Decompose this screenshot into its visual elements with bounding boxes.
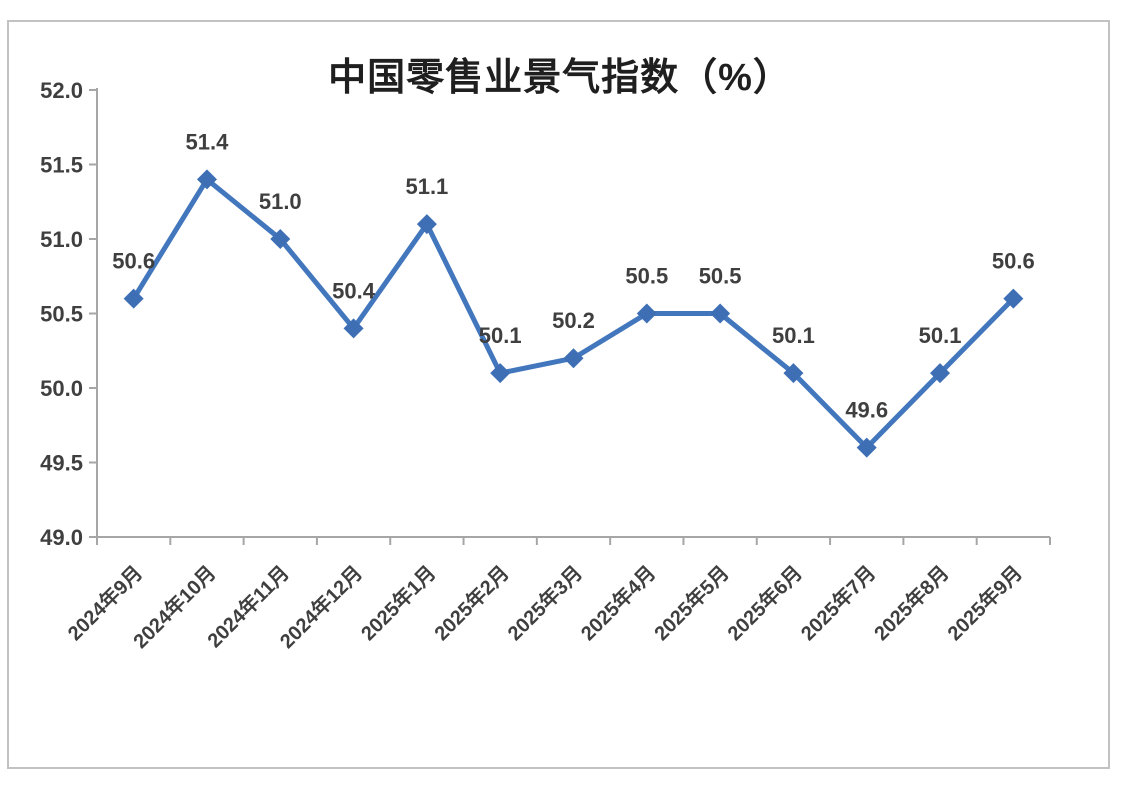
data-point-marker bbox=[563, 348, 584, 369]
x-axis-label: 2025年7月 bbox=[796, 561, 881, 646]
y-axis-tick-label: 49.5 bbox=[40, 451, 83, 476]
y-axis-tick-label: 49.0 bbox=[40, 525, 83, 550]
data-point-marker bbox=[490, 363, 511, 384]
data-point-marker bbox=[856, 437, 877, 458]
data-label: 50.1 bbox=[772, 323, 815, 348]
data-point-marker bbox=[930, 363, 951, 384]
x-axis-label: 2025年1月 bbox=[356, 561, 441, 646]
y-axis-tick-label: 51.0 bbox=[40, 227, 83, 252]
data-label: 49.6 bbox=[845, 398, 888, 423]
data-point-marker bbox=[416, 214, 437, 235]
x-axis-label: 2025年2月 bbox=[429, 561, 514, 646]
data-label: 51.4 bbox=[186, 129, 230, 154]
data-label: 50.4 bbox=[332, 278, 376, 303]
data-label: 51.1 bbox=[405, 174, 448, 199]
data-label: 50.5 bbox=[699, 264, 742, 289]
data-point-marker bbox=[1003, 288, 1024, 309]
data-point-marker bbox=[270, 229, 291, 249]
x-axis-label: 2025年5月 bbox=[649, 561, 734, 646]
data-point-marker bbox=[636, 303, 657, 324]
axes: 52.0 51.5 51.0 50.5 50.0 49.5 49.0 bbox=[40, 78, 1051, 550]
data-label: 50.6 bbox=[112, 249, 155, 274]
data-label: 50.2 bbox=[552, 308, 595, 333]
y-axis-tick-label: 51.5 bbox=[40, 153, 83, 178]
y-axis-tick-label: 50.5 bbox=[40, 302, 83, 327]
data-label: 50.1 bbox=[919, 323, 962, 348]
data-point-marker bbox=[783, 363, 804, 384]
chart-title: 中国零售业景气指数（%） bbox=[328, 57, 792, 99]
x-axis-label: 2025年4月 bbox=[576, 561, 661, 646]
series-line bbox=[123, 169, 1024, 458]
data-label: 51.0 bbox=[259, 189, 302, 214]
chart-frame bbox=[7, 20, 1110, 769]
x-axis-labels: 2024年9月2024年10月2024年11月2024年12月2025年1月20… bbox=[63, 561, 1027, 653]
data-label: 50.5 bbox=[625, 264, 668, 289]
data-labels: 50.6 51.4 51.0 50.4 51.1 50.1 50.2 50.5 50.5 50.1… bbox=[112, 129, 1035, 422]
x-axis-label: 2025年3月 bbox=[502, 561, 587, 646]
y-axis-tick-label: 50.0 bbox=[40, 376, 83, 401]
y-axis-tick-label: 52.0 bbox=[40, 78, 83, 103]
x-axis-label: 2025年9月 bbox=[942, 561, 1027, 646]
data-point-marker bbox=[196, 169, 217, 190]
x-axis-label: 2025年6月 bbox=[722, 561, 807, 646]
data-label: 50.6 bbox=[992, 249, 1035, 274]
data-point-marker bbox=[123, 288, 144, 309]
x-axis-label: 2025年8月 bbox=[869, 561, 954, 646]
data-point-marker bbox=[710, 303, 731, 324]
data-label: 50.1 bbox=[479, 323, 522, 348]
data-point-marker bbox=[343, 318, 364, 339]
